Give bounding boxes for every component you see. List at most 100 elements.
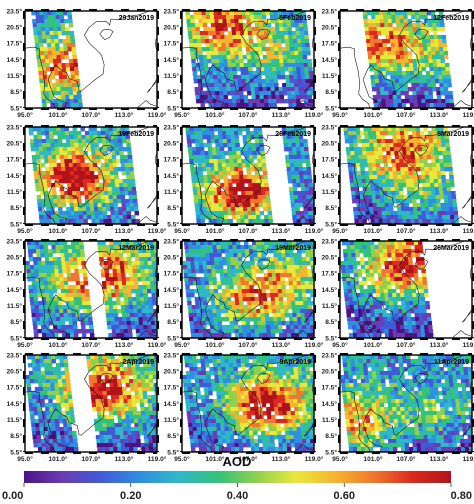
aod-pixel [397,175,402,180]
aod-pixel [256,187,262,192]
aod-pixel [365,143,370,148]
aod-pixel [240,281,246,286]
aod-pixel [116,301,121,306]
aod-pixel [241,249,246,254]
aod-pixel [226,199,231,204]
aod-pixel [208,215,213,220]
aod-pixel [420,91,425,96]
aod-pixel [251,59,256,64]
aod-pixel [370,187,376,192]
aod-pixel [268,277,273,282]
aod-pixel [207,59,212,64]
aod-pixel [41,297,47,302]
aod-pixel [435,191,440,196]
aod-pixel [128,159,133,164]
aod-pixel [239,207,244,212]
aod-pixel [68,195,74,200]
aod-pixel [35,309,40,314]
aod-pixel [217,317,222,322]
aod-pixel [303,63,309,68]
aod-pixel [212,219,217,224]
aod-pixel [218,15,223,20]
aod-pixel [126,179,132,184]
aod-pixel [237,127,242,132]
aod-pixel [133,277,138,282]
frame-tick [313,223,316,224]
aod-pixel [262,171,268,176]
aod-pixel [185,289,191,294]
aod-pixel [76,257,82,262]
aod-pixel [55,313,60,318]
frame-tick [313,207,316,215]
aod-pixel [86,175,91,180]
aod-pixel [235,59,240,64]
frame-tick [294,223,302,226]
aod-pixel [131,261,137,266]
aod-pixel [73,297,79,302]
aod-pixel [200,277,205,282]
aod-pixel [384,23,389,28]
aod-pixel [44,249,49,254]
aod-pixel [112,127,117,132]
aod-pixel [432,23,437,28]
aod-pixel [35,277,40,282]
aod-pixel [373,71,379,76]
aod-pixel [55,309,60,314]
aod-pixel [222,203,227,208]
aod-pixel [234,83,239,88]
frame-tick [313,75,316,83]
aod-pixel [143,329,149,334]
aod-pixel [250,325,255,330]
aod-pixel [234,51,239,56]
frame-tick [105,223,113,226]
aod-pixel [208,39,214,44]
aod-pixel [301,155,306,160]
aod-pixel [360,203,365,208]
aod-pixel [217,163,223,168]
aod-pixel [191,179,197,184]
aod-pixel [128,191,133,196]
frame-tick [23,175,26,183]
aod-pixel [78,103,83,108]
aod-pixel [236,277,241,282]
aod-pixel [277,257,283,262]
aod-pixel [210,329,215,334]
aod-pixel [200,155,206,160]
aod-pixel [105,171,111,176]
aod-pixel [293,253,298,258]
aod-pixel [198,171,204,176]
aod-pixel [427,163,433,168]
aod-pixel [43,79,48,84]
aod-pixel [225,249,230,254]
aod-pixel [202,329,207,334]
aod-pixel [62,103,67,108]
aod-pixel [246,51,251,56]
frame-tick [313,107,316,108]
aod-pixel [143,289,148,294]
aod-pixel [253,43,258,48]
aod-pixel [387,47,392,52]
aod-pixel [75,241,80,246]
aod-pixel [305,257,311,262]
aod-pixel [106,317,111,322]
aod-pixel [428,59,433,64]
aod-pixel [445,103,451,108]
frame-tick [230,125,238,128]
aod-pixel [123,215,128,220]
aod-pixel [215,269,220,274]
aod-pixel [48,317,53,322]
aod-pixel [208,71,214,76]
aod-pixel [293,289,299,294]
aod-pixel [296,241,301,246]
frame-tick [340,9,348,12]
aod-pixel [51,155,57,160]
aod-pixel [271,63,277,68]
aod-pixel [65,297,71,302]
aod-pixel [272,309,277,314]
aod-pixel [360,171,366,176]
aod-pixel [90,143,95,148]
aod-pixel [194,23,200,28]
aod-pixel [82,333,87,338]
aod-pixel [69,131,74,136]
aod-pixel [344,139,350,144]
